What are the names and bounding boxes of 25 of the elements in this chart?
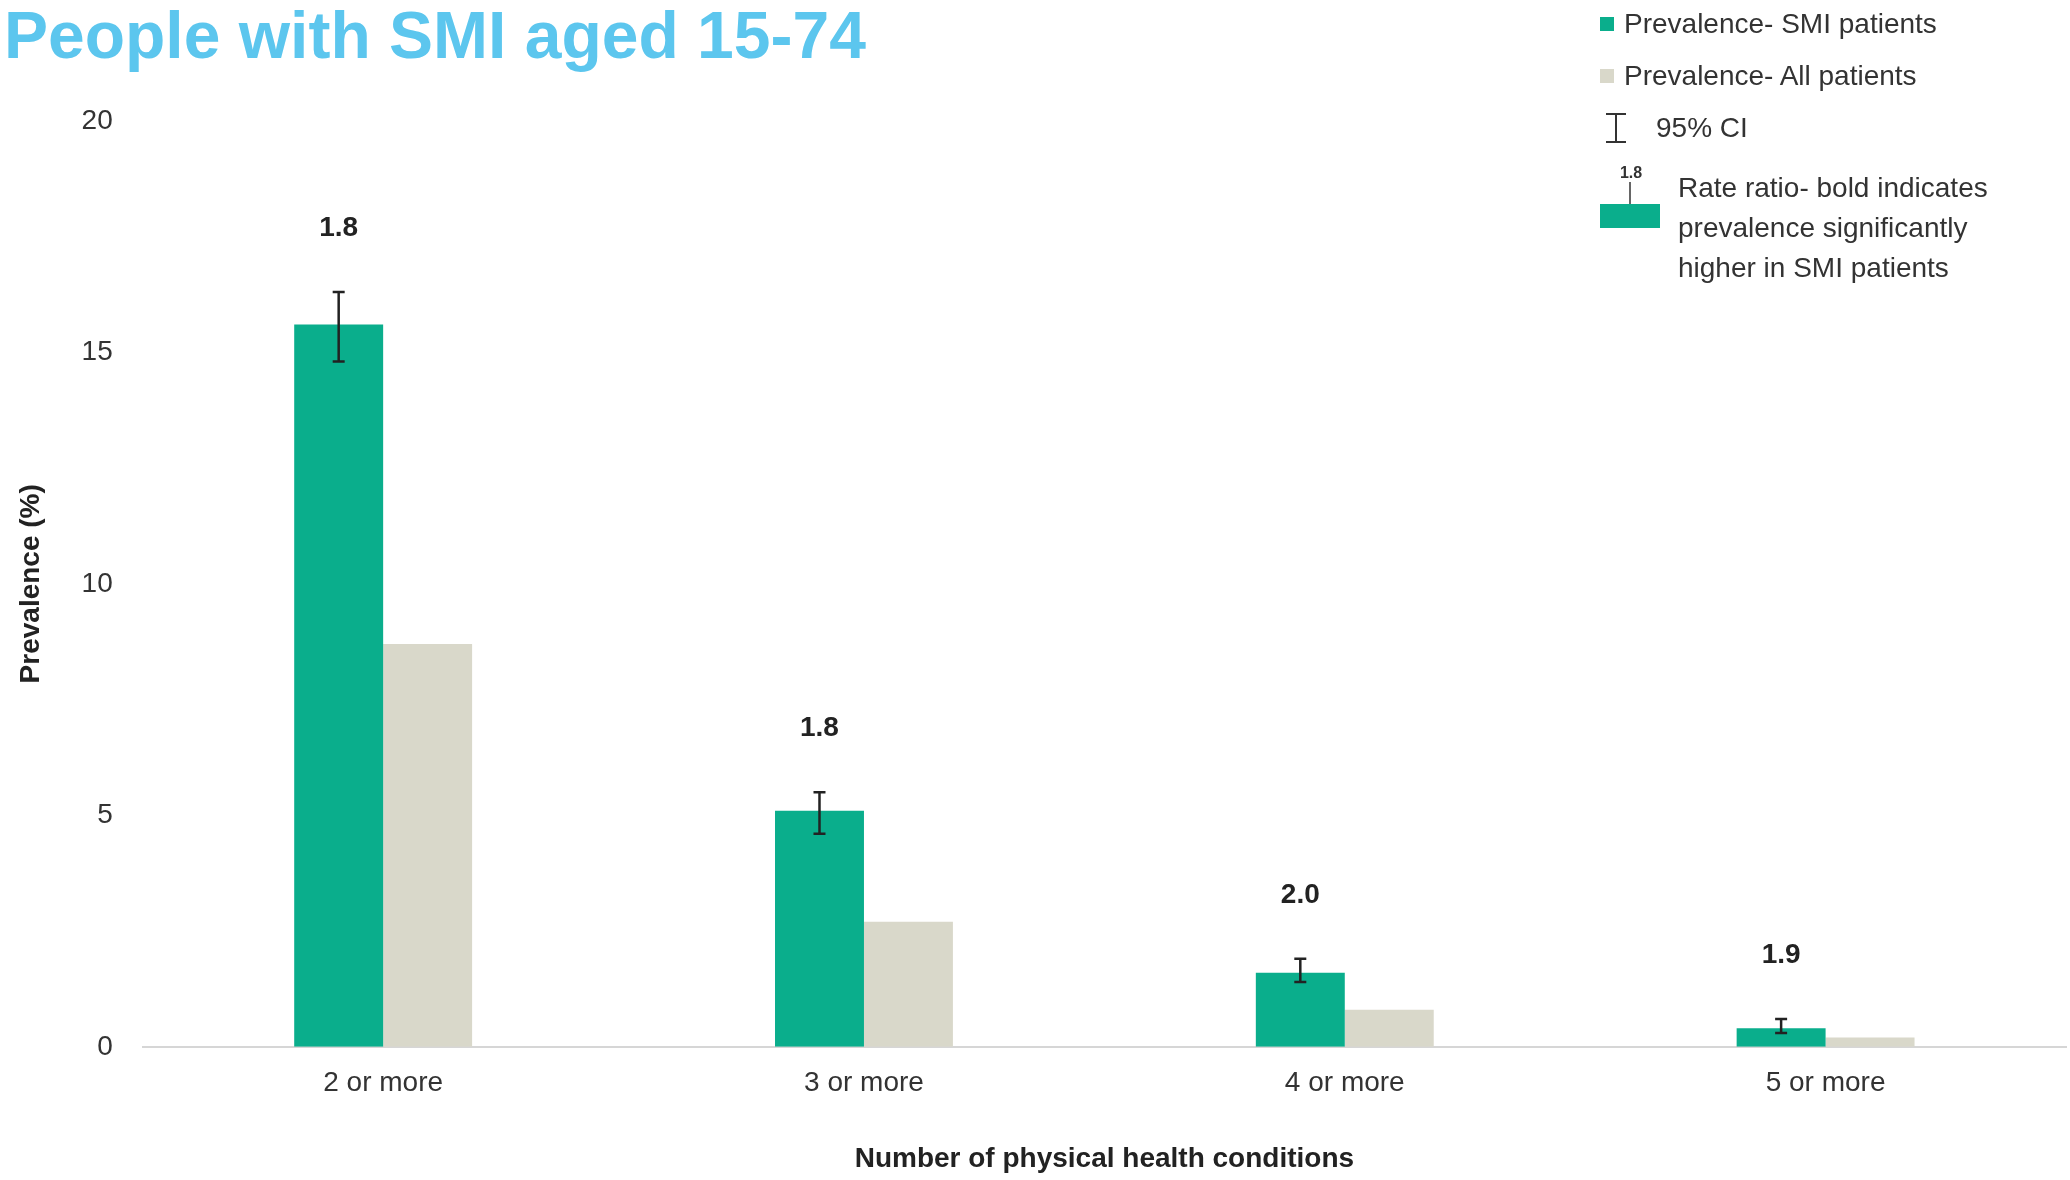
annotation: 1.8	[1618, 164, 1644, 182]
y-tick-label: 0	[97, 1029, 113, 1061]
annotation: 2.0	[1280, 877, 1320, 909]
y-tick-label: 5	[97, 798, 113, 830]
annotation: 1.9	[1761, 937, 1801, 969]
y-tick-label: 20	[81, 103, 113, 135]
annotation: 95% CI	[1656, 112, 1748, 144]
x-tick-label: 5 or more	[1765, 1066, 1886, 1098]
bar	[775, 810, 864, 1047]
y-axis-title: Prevalence (%)	[13, 484, 45, 684]
bar	[294, 324, 384, 1047]
x-tick-label: 4 or more	[1284, 1066, 1405, 1098]
legend-label: Prevalence- All patients	[1624, 60, 1917, 92]
y-tick-label: 10	[81, 566, 113, 598]
legend-label: Prevalence- SMI patients	[1624, 8, 1937, 40]
annotation: 1.8	[319, 210, 359, 242]
bar	[1255, 972, 1345, 1047]
y-tick-label: 15	[81, 335, 113, 367]
chart-title: People with SMI aged 15-74	[4, 0, 866, 72]
x-tick-label: 3 or more	[804, 1066, 924, 1098]
x-tick-label: 2 or more	[323, 1066, 444, 1098]
bar	[1736, 1028, 1826, 1047]
annotation: Rate ratio- bold indicates prevalence significantly higher in SMI patients	[1678, 171, 1989, 285]
annotation: 1.8	[800, 710, 839, 742]
x-axis-title: Number of physical health conditions	[854, 1141, 1355, 1173]
